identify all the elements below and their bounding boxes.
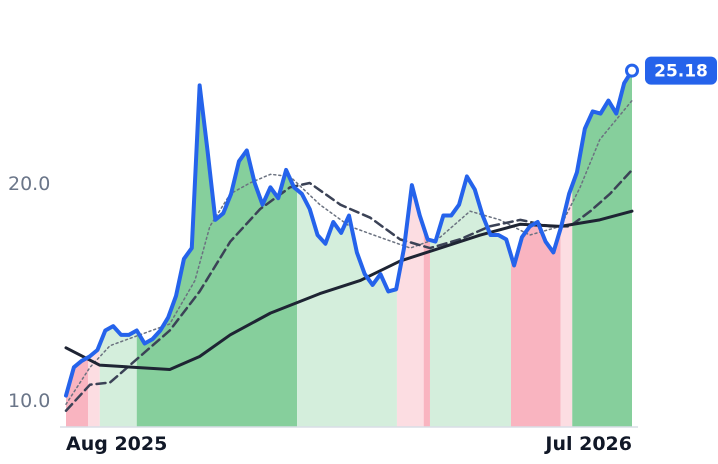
region-area — [560, 185, 573, 427]
region-area — [429, 176, 511, 427]
moving-average — [64, 209, 634, 372]
price-line — [64, 68, 634, 398]
y-tick-label: 10.0 — [8, 390, 50, 412]
x-tick-label: Aug 2025 — [66, 433, 167, 455]
region-area — [136, 85, 298, 427]
region-area — [297, 189, 397, 427]
region-area — [423, 227, 430, 427]
last-value-label: 25.18 — [654, 62, 708, 82]
region-area — [66, 357, 89, 427]
x-tick-label: Jul 2026 — [543, 433, 632, 455]
last-value-badge — [645, 56, 717, 85]
y-tick-label: 20.0 — [8, 173, 50, 195]
last-point — [625, 63, 639, 78]
region-area — [572, 70, 632, 427]
region-area — [510, 222, 561, 427]
